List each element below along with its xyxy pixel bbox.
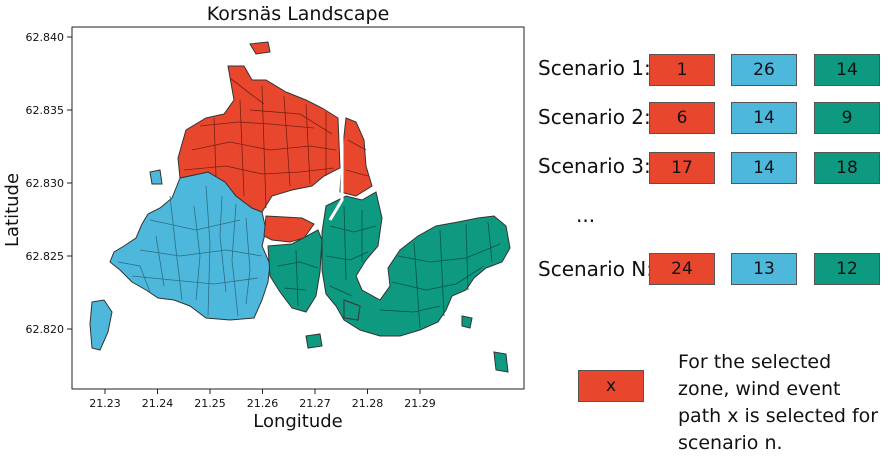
x-tick-label: 21.28 <box>352 397 384 410</box>
zone-green-parcels <box>277 205 501 329</box>
scenario-3-green-cell: 18 <box>814 152 880 184</box>
road <box>328 110 344 221</box>
scenario-3-red-cell: 17 <box>649 152 715 184</box>
x-tick-label: 21.29 <box>404 397 436 410</box>
landscape-map: 21.23 21.24 21.25 21.26 21.27 21.28 21.29 62.8… <box>2 26 525 432</box>
plot-frame <box>71 26 525 390</box>
zone-red-parcels <box>183 77 369 209</box>
scenario-n-green-cell: 12 <box>814 253 880 285</box>
scenario-1-green-cell: 14 <box>814 54 880 86</box>
scenario-1-red-cell: 1 <box>649 54 715 86</box>
y-tick-label: 62.840 <box>26 31 65 44</box>
y-axis-ticks: 62.840 62.835 62.830 62.825 62.820 <box>26 31 72 336</box>
zone-red <box>177 41 373 243</box>
scenario-2-label: Scenario 2: <box>538 105 651 129</box>
x-tick-label: 21.25 <box>194 397 226 410</box>
scenario-3-label: Scenario 3: <box>538 154 651 178</box>
scenario-2-blue-cell: 14 <box>731 102 797 134</box>
y-tick-label: 62.830 <box>26 177 65 190</box>
zone-blue-parcels <box>117 185 263 317</box>
scenario-3-blue-cell: 14 <box>731 152 797 184</box>
y-tick-label: 62.820 <box>26 323 65 336</box>
x-tick-label: 21.26 <box>247 397 279 410</box>
scenario-n-blue-cell: 13 <box>731 253 797 285</box>
y-axis-label: Latitude <box>2 173 23 247</box>
scenario-1-label: Scenario 1: <box>538 56 651 80</box>
scenario-1-blue-cell: 26 <box>731 54 797 86</box>
scenario-2-red-cell: 6 <box>649 102 715 134</box>
x-tick-label: 21.24 <box>142 397 174 410</box>
y-tick-label: 62.835 <box>26 104 65 117</box>
scenario-n-label: Scenario N: <box>538 257 653 281</box>
y-tick-label: 62.825 <box>26 250 65 263</box>
map-title: Korsnäs Landscape <box>206 3 390 25</box>
x-axis-ticks: 21.23 21.24 21.25 21.26 21.27 21.28 21.29 <box>89 389 436 410</box>
scenario-ellipsis: ... <box>576 203 596 227</box>
x-tick-label: 21.23 <box>89 397 121 410</box>
key-example-cell: x <box>578 370 644 402</box>
scenario-n-red-cell: 24 <box>649 253 715 285</box>
scenario-2-green-cell: 9 <box>814 102 880 134</box>
x-tick-label: 21.27 <box>299 397 331 410</box>
key-note: For the selected zone, wind event path x… <box>678 351 879 454</box>
x-axis-label: Longitude <box>253 411 343 432</box>
